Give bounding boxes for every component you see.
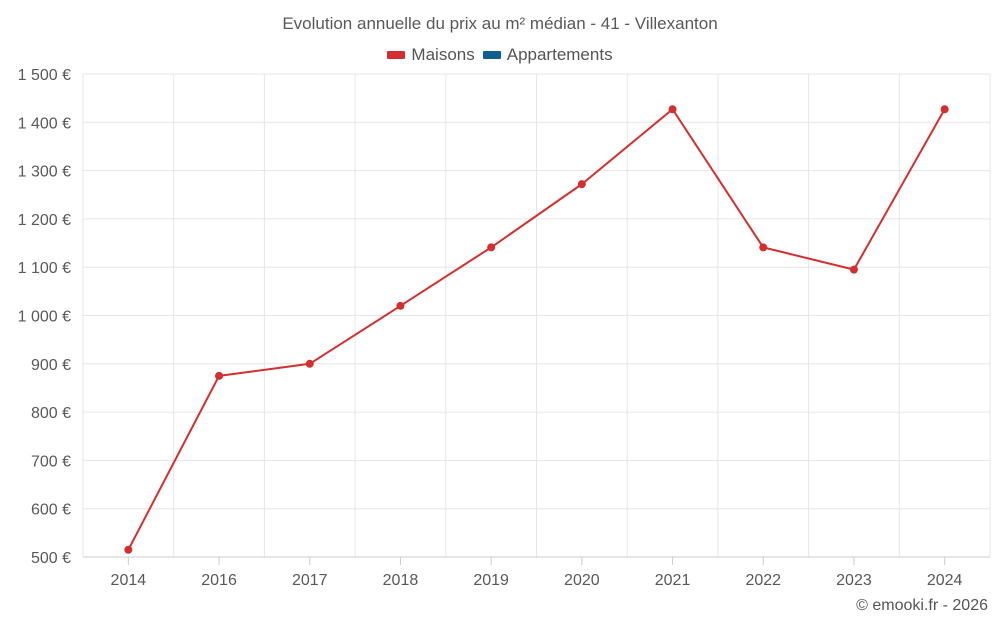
x-tick-label: 2018 — [383, 572, 419, 589]
legend: Maisons Appartements — [0, 45, 1000, 65]
data-point-maisons[interactable] — [215, 371, 224, 380]
x-tick-label: 2024 — [927, 572, 963, 589]
data-point-maisons[interactable] — [396, 301, 405, 310]
legend-swatch-appartements — [482, 51, 501, 59]
x-tick-label: 2021 — [655, 572, 691, 589]
y-tick-label: 600 € — [31, 502, 71, 519]
data-point-maisons[interactable] — [849, 265, 858, 274]
legend-swatch-maisons — [387, 51, 406, 59]
y-tick-label: 900 € — [31, 357, 71, 374]
data-point-maisons[interactable] — [759, 243, 768, 252]
y-tick-label: 800 € — [31, 405, 71, 422]
y-tick-label: 1 500 € — [18, 67, 71, 84]
y-tick-label: 500 € — [31, 550, 71, 567]
copyright-footer: © emooki.fr - 2026 — [856, 597, 988, 614]
y-tick-label: 1 100 € — [18, 260, 71, 277]
y-tick-label: 1 400 € — [18, 115, 71, 132]
legend-label-maisons: Maisons — [411, 45, 475, 64]
x-tick-label: 2016 — [201, 572, 237, 589]
x-tick-label: 2014 — [111, 572, 147, 589]
legend-label-appartements: Appartements — [506, 45, 613, 64]
y-tick-label: 1 300 € — [18, 164, 71, 181]
x-tick-label: 2017 — [292, 572, 328, 589]
data-point-maisons[interactable] — [487, 243, 496, 252]
chart-title: Evolution annuelle du prix au m² médian … — [282, 14, 718, 33]
legend-item-maisons[interactable]: Maisons — [387, 45, 475, 65]
data-point-maisons[interactable] — [668, 105, 677, 114]
x-tick-label: 2019 — [473, 572, 509, 589]
data-point-maisons[interactable] — [577, 180, 586, 189]
y-tick-label: 700 € — [31, 453, 71, 470]
data-point-maisons[interactable] — [124, 545, 133, 554]
data-point-maisons[interactable] — [305, 359, 314, 368]
legend-item-appartements[interactable]: Appartements — [482, 45, 613, 65]
x-tick-label: 2020 — [564, 572, 600, 589]
y-tick-label: 1 200 € — [18, 212, 71, 229]
x-tick-label: 2022 — [745, 572, 781, 589]
data-point-maisons[interactable] — [940, 105, 949, 114]
y-tick-label: 1 000 € — [18, 309, 71, 326]
series-line-maisons — [127, 108, 946, 551]
x-tick-label: 2023 — [836, 572, 872, 589]
